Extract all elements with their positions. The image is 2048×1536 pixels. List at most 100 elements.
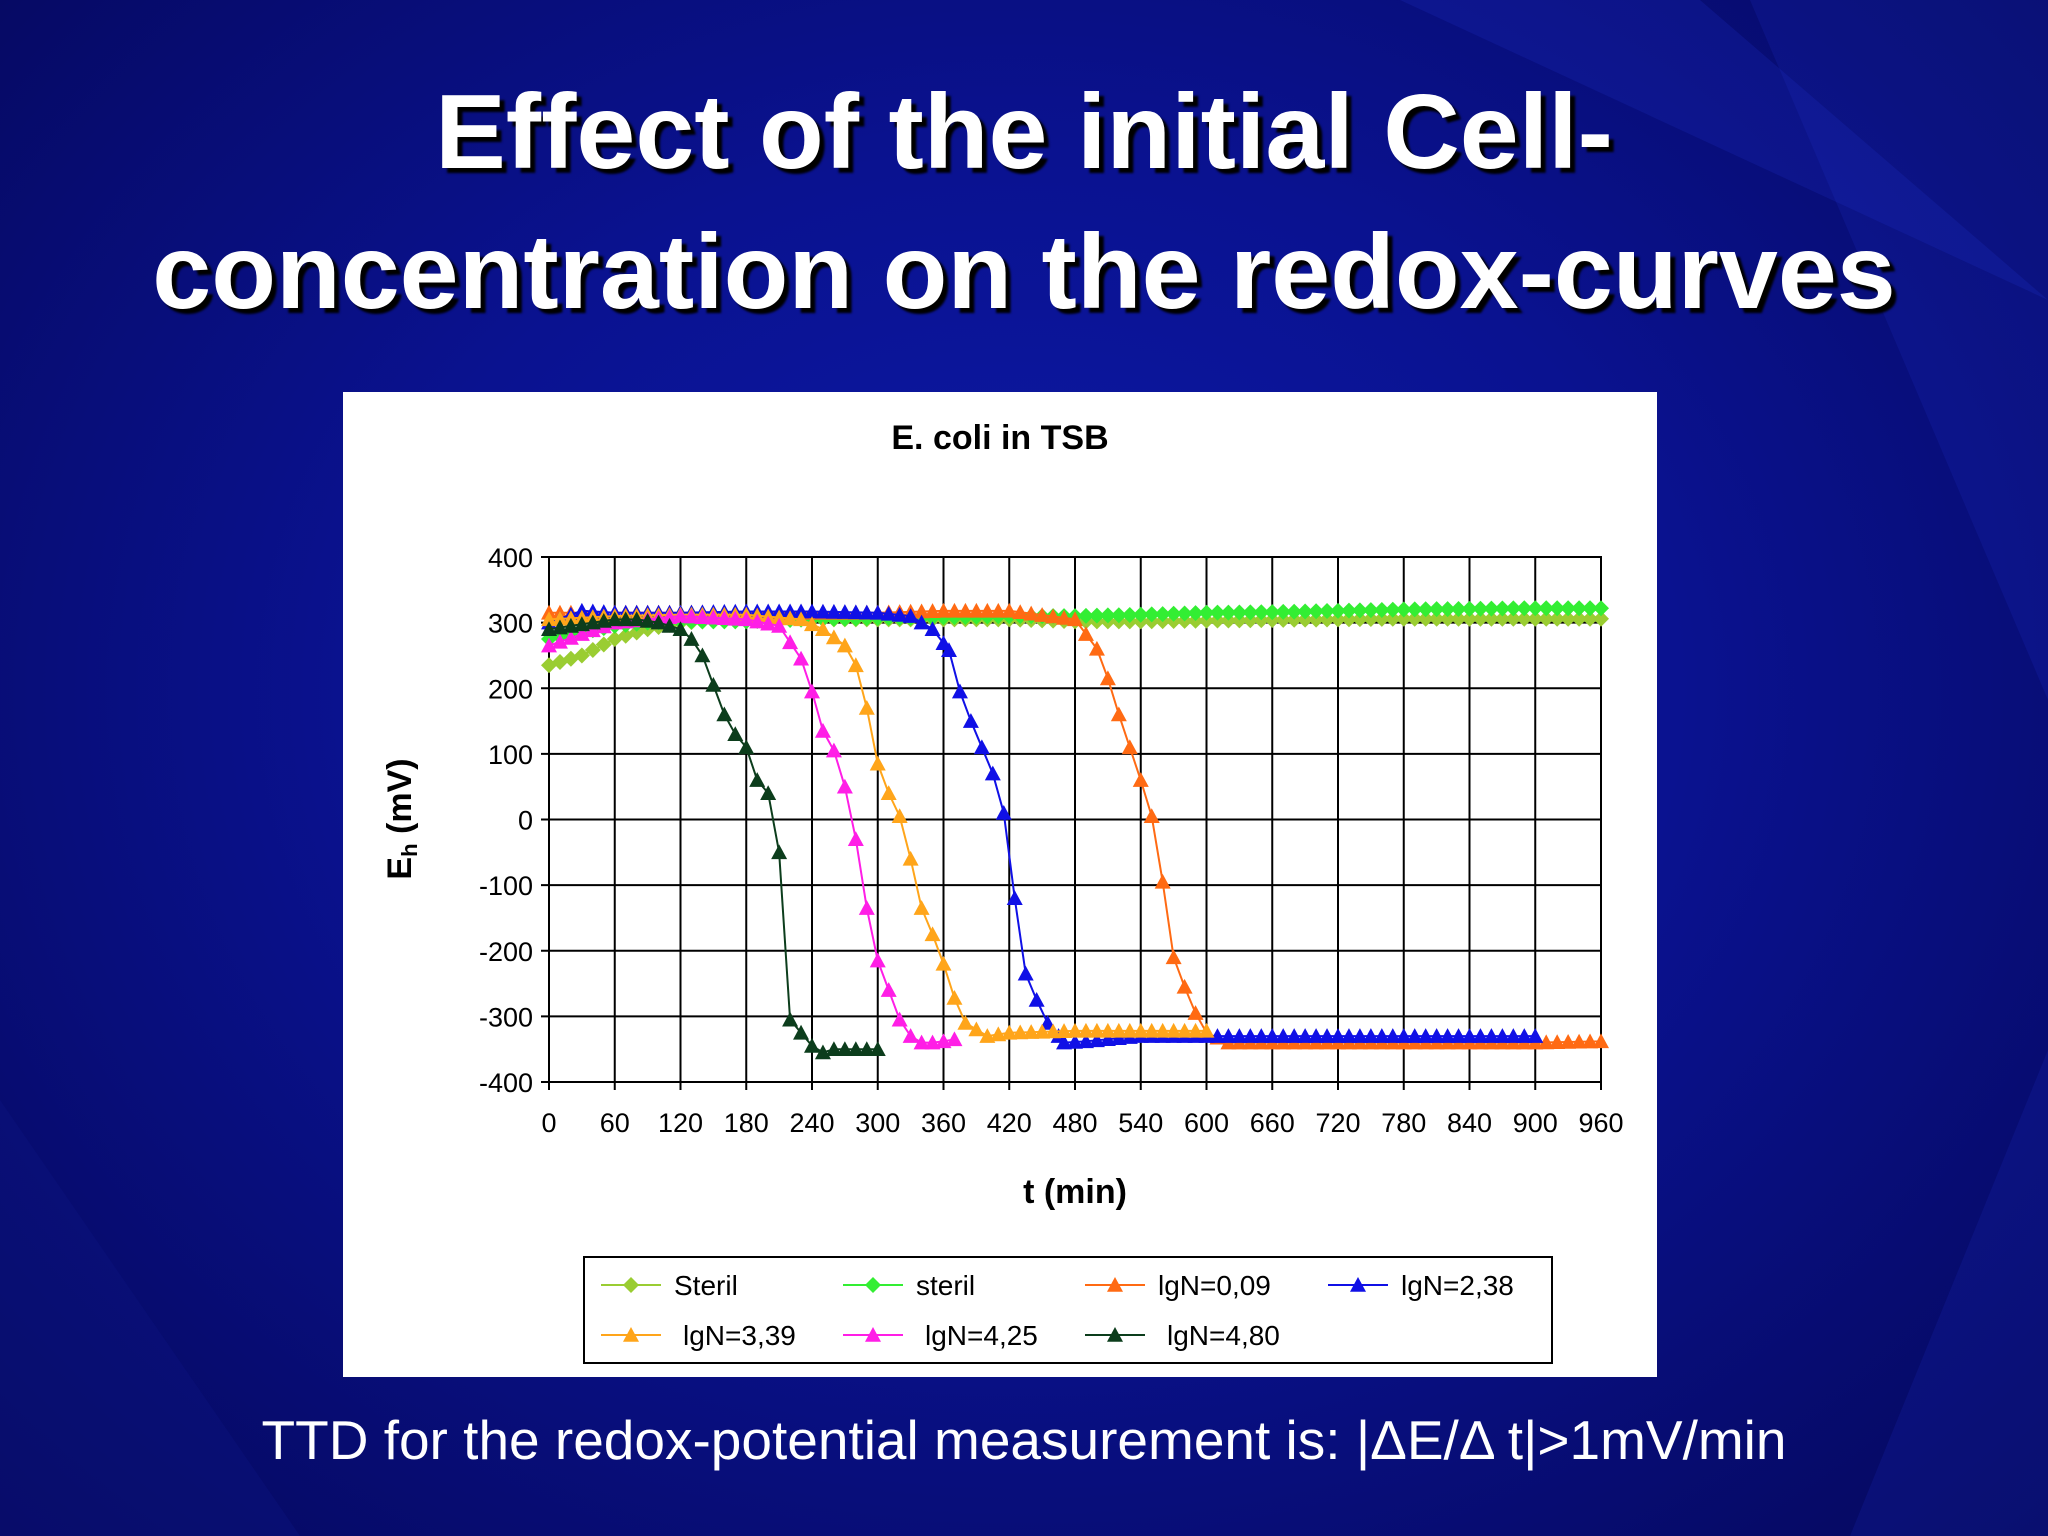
data-point [1045,608,1062,624]
data-point [902,850,919,866]
data-point [847,604,864,620]
data-point [584,622,601,638]
data-point [962,713,979,728]
data-point [946,990,963,1005]
data-point [1077,1022,1094,1038]
data-point [1143,606,1160,623]
data-point [1450,600,1467,617]
data-point [793,611,810,627]
data-point [1373,1028,1390,1043]
x-tick-label: 960 [1578,1108,1623,1138]
data-point [1351,611,1368,628]
data-point [573,647,590,664]
data-point [968,1021,985,1037]
legend-item: steril [843,1270,975,1301]
x-tick-label: 360 [921,1108,966,1138]
data-point [1308,611,1325,628]
data-point [1330,602,1346,619]
data-point [606,611,623,627]
data-point [1538,600,1555,617]
data-point [869,1041,886,1056]
data-point [1154,1022,1171,1038]
data-point [1088,640,1105,656]
x-tick-label: 240 [789,1108,834,1138]
data-point [1461,600,1478,617]
data-point [1340,602,1357,619]
data-point [1067,611,1083,627]
legend-box [583,1256,1553,1364]
data-point [804,603,820,619]
legend-label: Steril [674,1270,738,1301]
data-point [1472,1028,1489,1043]
data-point [1099,607,1116,624]
data-point [847,657,864,673]
data-point [1428,610,1445,627]
y-tick-label: 400 [488,543,533,573]
data-point [1034,607,1051,622]
data-point [913,1034,930,1050]
data-point [1571,600,1588,617]
data-point [1132,1022,1149,1038]
legend: Steril steril lgN=0,09 lgN=2,38 lgN=3,39 lgN=… [601,1270,1514,1351]
data-point [1099,670,1116,686]
data-point [1516,600,1533,617]
data-point [1132,772,1149,787]
x-tick-label: 120 [658,1108,703,1138]
x-tick-label: 900 [1513,1108,1558,1138]
data-point [793,650,810,666]
data-point [913,900,930,915]
data-point [551,619,568,635]
tick-labels: 0 60 120 180 240 300 360 420 480 540 600 660 720 780 8… [479,543,1624,1138]
data-point [1176,978,1193,994]
legend-marker [623,1277,639,1293]
data-point [1362,602,1379,619]
legend-marker [1350,1277,1366,1292]
data-point [628,611,645,627]
data-point [902,1028,919,1043]
x-axis-label: t (min) [1023,1173,1127,1211]
x-tick-label: 60 [600,1108,630,1138]
data-point [1143,808,1160,824]
data-point [836,604,853,619]
data-point [1012,604,1029,620]
data-point [672,608,689,623]
data-point [793,1024,810,1040]
data-point [804,683,820,699]
redox-line-chart: E. coli in TSB Eh (mV) t (min) 0 60 120 180… [381,419,1624,1364]
data-point [1483,610,1500,627]
data-point [1549,600,1566,617]
data-point [924,603,941,618]
data-point [1319,611,1336,628]
x-tick-label: 300 [855,1108,900,1138]
data-point [1340,611,1357,628]
data-point [1527,610,1544,627]
data-point [825,742,842,758]
data-point [1516,610,1533,627]
data-point [1132,606,1149,623]
data-point [968,602,985,618]
data-point [1330,1028,1346,1043]
data-point [814,621,831,636]
data-point [847,831,864,846]
data-point [551,610,568,626]
data-point [1297,611,1314,628]
data-point [946,1031,963,1047]
data-point [1297,1028,1314,1043]
data-point [1461,1028,1478,1043]
y-tick-label: 100 [488,740,533,770]
data-point [1417,601,1434,618]
data-point [1039,1014,1056,1030]
data-point [1099,1031,1116,1047]
data-point [1472,600,1489,617]
data-point [1494,610,1511,627]
data-point [1176,1022,1193,1038]
data-point [1308,1028,1325,1043]
data-point [913,603,930,619]
data-point [584,614,601,630]
data-point [1593,1033,1609,1049]
data-point [595,612,612,628]
data-point [1220,604,1237,621]
data-point [869,604,886,620]
data-point [1505,1028,1522,1043]
data-point [1099,1022,1116,1038]
